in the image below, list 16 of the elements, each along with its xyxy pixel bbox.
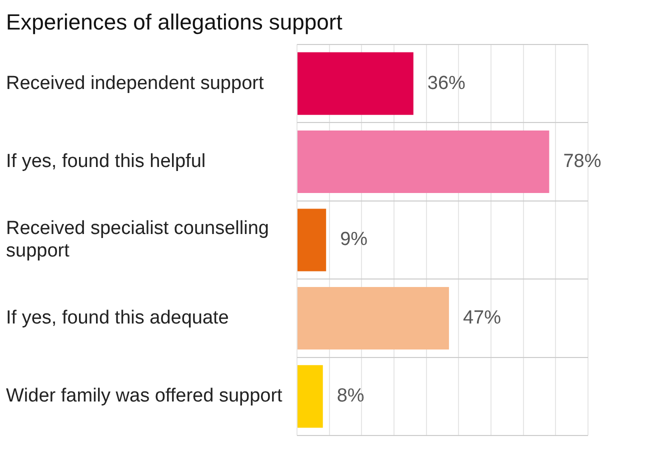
y-tick-label: Wider family was offered support (6, 386, 284, 407)
bar (298, 286, 449, 350)
y-tick-label: Received independent support (6, 72, 264, 94)
bar (298, 208, 326, 272)
data-label: 8% (336, 386, 364, 407)
bar (298, 365, 323, 428)
chart-title: Experiences of allegations support (6, 9, 342, 34)
y-tick-label: Received specialist counselling support (6, 218, 269, 262)
y-tick-label: If yes, found this helpful (6, 150, 206, 172)
data-label: 9% (340, 229, 368, 250)
data-label: 36% (427, 72, 466, 94)
y-tick-label: If yes, found this adequate (6, 307, 229, 328)
data-label: 47% (462, 307, 502, 328)
bar (298, 130, 550, 194)
bar (298, 52, 414, 115)
data-label: 78% (563, 150, 602, 172)
